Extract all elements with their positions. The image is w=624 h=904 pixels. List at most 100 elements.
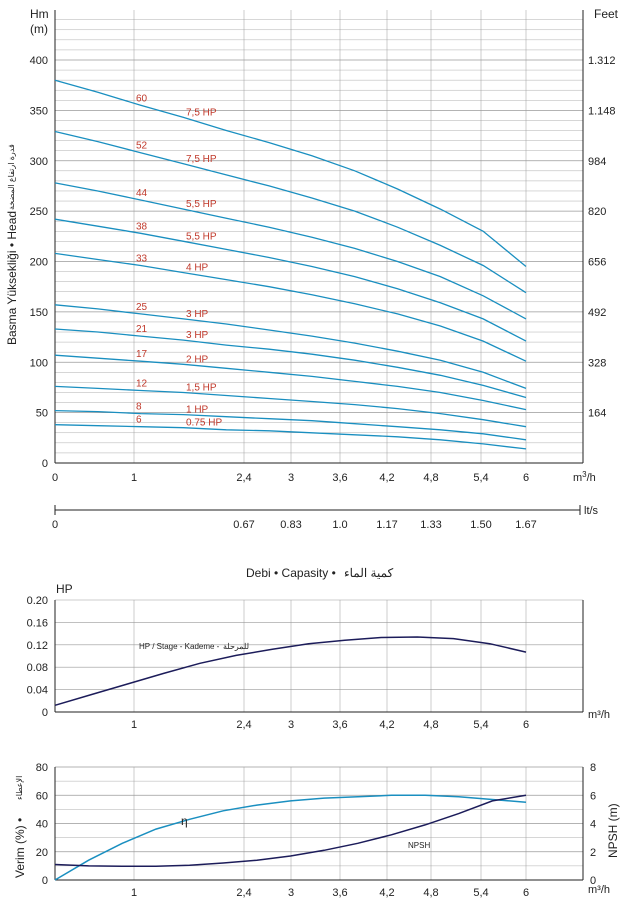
- hp-annotation-ar: للمرحلة: [223, 642, 249, 651]
- debi-caption-ar: كمية الماء: [344, 566, 394, 580]
- y-tick-label: 350: [30, 105, 48, 117]
- y-tick-label: 100: [30, 357, 48, 369]
- stage-count-label: 21: [136, 324, 148, 335]
- y-tick-label: 200: [30, 257, 48, 269]
- head-y-ticks: 0 50 100 150 200 250 300 350 400: [30, 55, 48, 470]
- npsh-y-ticks: 0 2 4 6 8: [590, 762, 596, 887]
- x-tick-label: 3: [288, 887, 294, 899]
- stage-count-label: 60: [136, 93, 148, 104]
- stage-count-label: 6: [136, 415, 142, 426]
- head-curve: [54, 79, 527, 268]
- y-tick-label: 0: [42, 707, 48, 719]
- head-curve: [54, 182, 527, 320]
- hp-rating-label: 2 HP: [186, 354, 209, 365]
- stage-count-label: 33: [136, 254, 148, 265]
- head-curve: [54, 409, 527, 441]
- eta-series-label: η: [181, 814, 188, 828]
- efficiency-curves: [54, 794, 527, 881]
- debi-caption: Debi • Capasity • كمية الماء: [246, 566, 394, 580]
- head-left-unit-sub: (m): [30, 22, 48, 36]
- flow-lts-unit: lt/s: [584, 505, 599, 517]
- x-tick-label: 3,6: [332, 719, 347, 731]
- head-curve: [54, 218, 527, 342]
- y-tick-label: 0.20: [27, 595, 48, 607]
- x-tick-label: 5,4: [473, 472, 488, 484]
- head-curves: [54, 79, 527, 450]
- head-x-unit: m3/h: [573, 470, 596, 484]
- hp-chart: HP 0 0.04 0.08 0.12 0.16 0.20 1 2,4 3 3,6 4,2 4,8 5…: [27, 582, 610, 731]
- x-tick-label: 4,8: [423, 472, 438, 484]
- y-tick-label: 0: [42, 875, 48, 887]
- y-tick-label: 0.16: [27, 617, 48, 629]
- hp-rating-label: 1 HP: [186, 405, 209, 416]
- y-tick-label: 150: [30, 307, 48, 319]
- npsh-curve: [54, 794, 527, 868]
- x-tick-label: 6: [523, 719, 529, 731]
- head-x-ticks: 0 1 2,4 3 3,6 4,2 4,8 5,4 6: [52, 472, 529, 484]
- head-curve: [54, 304, 527, 390]
- npsh-tick-label: 2: [590, 847, 596, 859]
- head-curve: [54, 328, 527, 399]
- stage-count-label: 12: [136, 378, 148, 389]
- y-tick-label: 80: [36, 762, 48, 774]
- hp-rating-label: 7,5 HP: [186, 107, 217, 118]
- right-tick-label: 820: [588, 206, 606, 218]
- hp-rating-label: 5,5 HP: [186, 199, 217, 210]
- y-tick-label: 0.12: [27, 640, 48, 652]
- right-tick-label: 164: [588, 408, 606, 420]
- efficiency-x-ticks: 1 2,4 3 3,6 4,2 4,8 5,4 6: [131, 887, 529, 899]
- efficiency-y-ticks: 0 20 40 60 80: [36, 762, 48, 887]
- right-tick-label: 492: [588, 307, 606, 319]
- right-tick-label: 656: [588, 257, 606, 269]
- hp-rating-label: 0.75 HP: [186, 418, 222, 429]
- hp-axis-title: HP: [56, 582, 73, 596]
- y-tick-label: 300: [30, 156, 48, 168]
- head-y-label: Basma Yüksekliği • Head: [5, 211, 19, 345]
- y-tick-label: 400: [30, 55, 48, 67]
- lts-tick-label: 1.0: [332, 519, 347, 531]
- x-tick-label: 6: [523, 472, 529, 484]
- head-chart-grid: [55, 10, 583, 463]
- x-tick-label: 3: [288, 719, 294, 731]
- x-tick-label: 4,2: [379, 719, 394, 731]
- y-tick-label: 20: [36, 847, 48, 859]
- x-tick-label: 4,8: [423, 719, 438, 731]
- efficiency-chart: 0 20 40 60 80 0 2 4 6 8 1 2,4 3 3,6 4,2 4,8 5,4 6 Verim…: [13, 762, 620, 899]
- hp-annotation: HP / Stage - Kademe -: [139, 642, 220, 651]
- x-tick-label: 0: [52, 472, 58, 484]
- head-y-label-ar: قدرة ارتفاع المضخة: [7, 144, 16, 210]
- x-tick-label: 5,4: [473, 887, 488, 899]
- right-tick-label: 328: [588, 357, 606, 369]
- y-tick-label: 0: [42, 458, 48, 470]
- right-tick-label: 984: [588, 156, 606, 168]
- head-right-ticks: 164 328 492 656 820 984 1.148 1.312: [588, 55, 616, 420]
- npsh-series-label: NPSH: [408, 841, 430, 850]
- x-tick-label: 2,4: [236, 472, 251, 484]
- hp-y-ticks: 0 0.04 0.08 0.12 0.16 0.20: [27, 595, 48, 719]
- efficiency-x-unit: m³/h: [588, 884, 610, 896]
- npsh-tick-label: 4: [590, 819, 596, 831]
- lts-tick-label: 1.17: [376, 519, 397, 531]
- npsh-tick-label: 0: [590, 875, 596, 887]
- debi-caption-text: Debi • Capasity •: [246, 566, 336, 580]
- flow-lts-ticks: 0 0.67 0.83 1.0 1.17 1.33 1.50 1.67: [52, 519, 537, 531]
- x-tick-label: 3: [288, 472, 294, 484]
- head-left-unit: Hm: [30, 7, 49, 21]
- x-tick-label: 1: [131, 472, 137, 484]
- head-curve-labels: 60 7,5 HP 52 7,5 HP 44 5,5 HP 38 5,5 HP 33 4 HP 25…: [136, 93, 222, 428]
- head-curve: [54, 252, 527, 362]
- x-tick-label: 4,2: [379, 887, 394, 899]
- y-tick-label: 50: [36, 408, 48, 420]
- flow-lts-axis: 0 0.67 0.83 1.0 1.17 1.33 1.50 1.67 lt/s: [52, 505, 599, 531]
- right-tick-label: 1.148: [588, 105, 616, 117]
- hp-curve-line: [54, 636, 527, 707]
- npsh-y-label: NPSH (m): [606, 803, 620, 858]
- stage-count-label: 17: [136, 349, 148, 360]
- y-tick-label: 0.04: [27, 685, 48, 697]
- x-tick-label: 6: [523, 887, 529, 899]
- hp-rating-label: 7,5 HP: [186, 154, 217, 165]
- lts-tick-label: 1.33: [420, 519, 441, 531]
- lts-tick-label: 0: [52, 519, 58, 531]
- efficiency-y-label: Verim (%) •: [13, 818, 27, 878]
